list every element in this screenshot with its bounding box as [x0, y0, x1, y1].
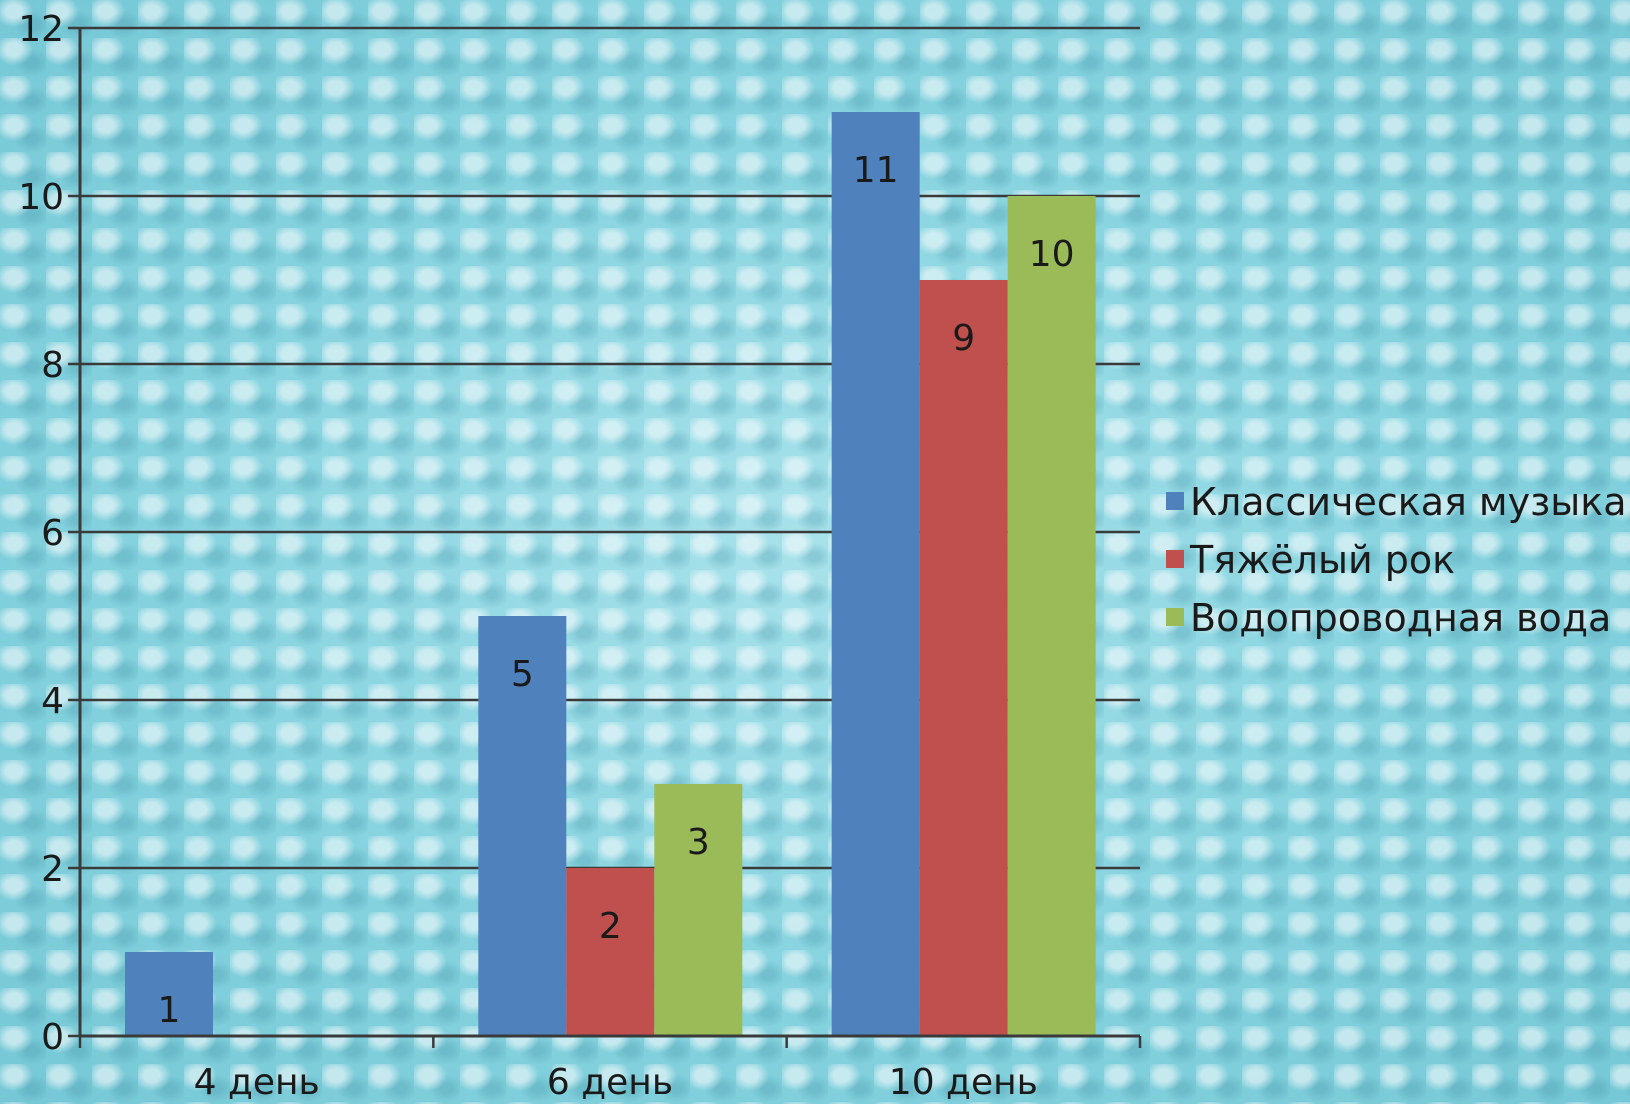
y-tick-label: 10	[18, 177, 64, 218]
x-tick-label: 6 день	[547, 1062, 673, 1103]
bar	[1007, 196, 1096, 1036]
legend-label: Классическая музыка	[1190, 480, 1627, 524]
data-label: 2	[599, 906, 622, 947]
y-tick-label: 2	[41, 849, 64, 890]
y-tick-label: 6	[41, 513, 64, 554]
legend-swatch	[1166, 608, 1184, 626]
legend: Классическая музыка Тяжёлый рок Водопровод…	[1166, 480, 1627, 640]
bar	[919, 280, 1008, 1036]
legend-label: Водопроводная вода	[1190, 596, 1611, 640]
bar	[566, 868, 655, 1036]
axes	[68, 26, 1142, 1048]
legend-label: Тяжёлый рок	[1189, 538, 1455, 582]
bar	[478, 616, 567, 1036]
legend-swatch	[1166, 550, 1184, 568]
data-label: 5	[511, 654, 534, 695]
bar	[125, 952, 213, 1036]
bar	[831, 112, 920, 1036]
y-tick-label: 0	[41, 1017, 64, 1058]
legend-swatch	[1166, 492, 1184, 510]
x-tick-label: 4 день	[194, 1062, 320, 1103]
x-tick-labels: 4 день 6 день 10 день	[194, 1062, 1038, 1103]
data-label: 10	[1029, 234, 1075, 275]
y-tick-label: 8	[41, 345, 64, 386]
data-label: 11	[853, 150, 899, 191]
bar	[654, 784, 743, 1036]
data-label: 3	[687, 822, 710, 863]
x-tick-label: 10 день	[889, 1062, 1038, 1103]
y-tick-label: 4	[41, 681, 64, 722]
y-tick-label: 12	[18, 9, 64, 50]
data-label: 1	[158, 990, 181, 1031]
bars	[125, 112, 1096, 1036]
data-label: 9	[952, 318, 975, 359]
y-tick-labels: 0 2 4 6 8 10 12	[18, 9, 64, 1058]
data-labels: 1 5 2 3 11 9 10	[158, 150, 1075, 1031]
